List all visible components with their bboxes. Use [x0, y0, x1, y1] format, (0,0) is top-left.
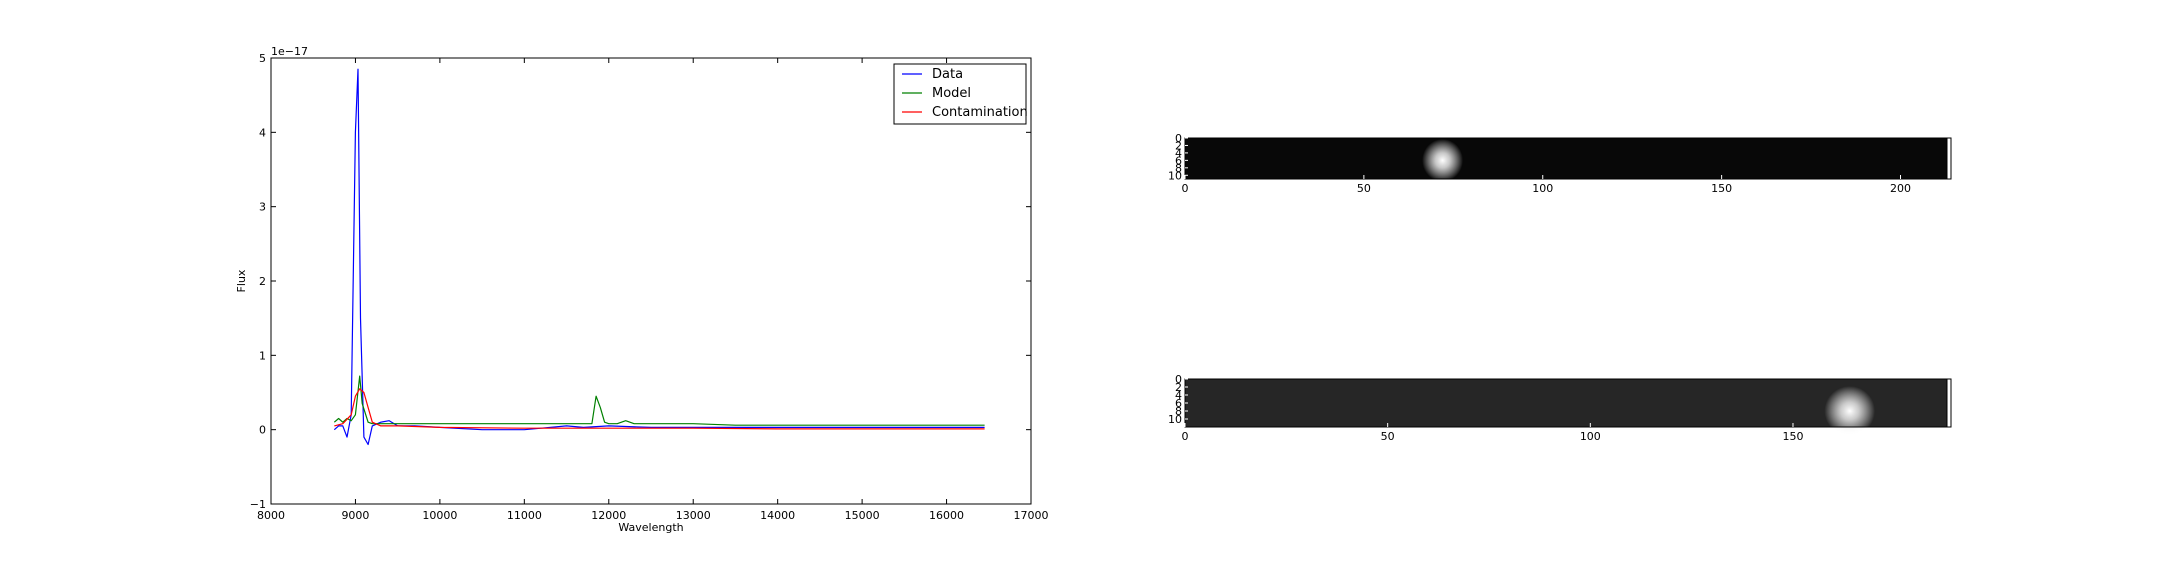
- spectrum-ticks: [270, 57, 1032, 505]
- heatmap-x-tick-label: 100: [1532, 182, 1553, 195]
- heatmap-x-tick-label: 100: [1580, 430, 1601, 443]
- x-tick-label: 11000: [507, 509, 542, 522]
- heatmap-y-tick-label: 6: [1175, 154, 1182, 167]
- spectrum-y-axis-label: Flux: [235, 269, 248, 292]
- spectrum-plot-area: [271, 58, 1031, 504]
- spectrum-x-axis-label: Wavelength: [618, 521, 683, 534]
- heatmap-y-tick-label: 4: [1175, 147, 1182, 160]
- x-tick-label: 13000: [676, 509, 711, 522]
- heatmap-x-tick-label: 150: [1782, 430, 1803, 443]
- heatmap-x-tick-label: 0: [1182, 182, 1189, 195]
- series-line-contamination: [334, 388, 985, 430]
- y-tick-label: 0: [259, 424, 266, 437]
- heatmap-x-tick-label: 150: [1711, 182, 1732, 195]
- heatmap-x-tick-label: 50: [1381, 430, 1395, 443]
- heatmap-y-tick-label: 0: [1175, 373, 1182, 386]
- y-tick-label: 4: [259, 126, 266, 139]
- heatmap-y-tick-label: 2: [1175, 139, 1182, 152]
- legend-label-model: Model: [932, 86, 971, 101]
- series-line-model: [333, 375, 985, 426]
- heatmap-background: [1185, 138, 1947, 179]
- heatmap-y-tick-label: 10: [1168, 169, 1182, 182]
- heatmap-x-tick-label: 200: [1890, 182, 1911, 195]
- heatmap-y-tick-label: 6: [1175, 397, 1182, 410]
- heatmap-y-tick-label: 10: [1168, 413, 1182, 426]
- heatmap-y-tick-label: 2: [1175, 381, 1182, 394]
- y-tick-label: 3: [259, 201, 266, 214]
- heatmap-y-tick-label: 8: [1175, 162, 1182, 175]
- x-tick-label: 17000: [1014, 509, 1049, 522]
- y-tick-label: 5: [259, 52, 266, 65]
- x-tick-label: 8000: [257, 509, 285, 522]
- x-tick-label: 14000: [760, 509, 795, 522]
- spectrum-plot: 8000 9000 10000 11000 12000 13000 14000 15000 16…: [235, 45, 1049, 534]
- x-tick-label: 12000: [591, 509, 626, 522]
- spectrum-offset-text: 1e−17: [271, 45, 308, 58]
- legend-label-contamination: Contamination: [932, 105, 1028, 120]
- heatmap-y-tick-label: 0: [1175, 132, 1182, 145]
- heatmap-source-blob: [1422, 139, 1464, 182]
- spectrum-lines: [333, 68, 985, 446]
- heatmap-edge-strip: [1946, 378, 1952, 428]
- x-tick-label: 15000: [845, 509, 880, 522]
- heatmap-background: [1185, 379, 1947, 427]
- heatmap-x-tick-label: 0: [1182, 430, 1189, 443]
- y-tick-label: 2: [259, 275, 266, 288]
- spectrum-plot-frame: [270, 57, 1032, 505]
- y-tick-label: −1: [250, 498, 266, 511]
- x-tick-label: 10000: [422, 509, 457, 522]
- x-tick-label: 9000: [341, 509, 369, 522]
- heatmap-edge-strip: [1946, 137, 1952, 180]
- y-tick-label: 1: [259, 349, 266, 362]
- heatmap-source-blob: [1824, 386, 1876, 436]
- x-tick-label: 16000: [929, 509, 964, 522]
- spectrum-legend: Data Model Contamination: [893, 63, 1028, 125]
- heatmap-x-tick-label: 50: [1357, 182, 1371, 195]
- legend-label-data: Data: [932, 67, 963, 82]
- spectrum-x-tick-labels: 8000 9000 10000 11000 12000 13000 14000 15000 16…: [257, 509, 1049, 522]
- spectrum-y-tick-labels: −1 0 1 2 3 4 5: [250, 52, 266, 511]
- heatmap-y-tick-label: 4: [1175, 389, 1182, 402]
- heatmap-y-tick-label: 8: [1175, 405, 1182, 418]
